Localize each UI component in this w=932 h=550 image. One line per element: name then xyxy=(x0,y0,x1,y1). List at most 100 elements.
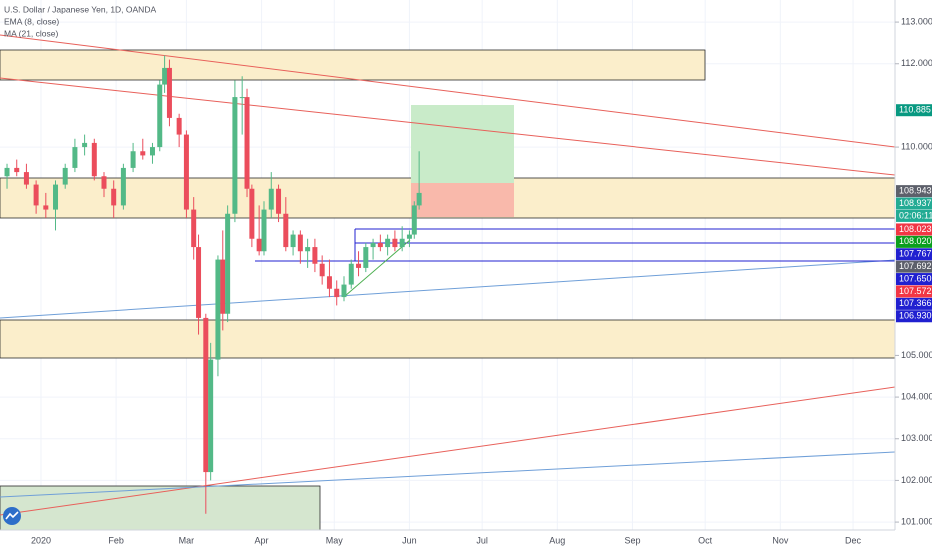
candle-body xyxy=(33,184,39,206)
x-tick-label: Oct xyxy=(698,535,713,545)
candle-body xyxy=(120,167,126,206)
candle-body xyxy=(176,117,182,135)
price-label: 106.930 xyxy=(899,311,932,321)
indicator-label: MA (21, close) xyxy=(4,28,58,38)
candle-body xyxy=(91,142,97,177)
price-label-bg xyxy=(896,310,932,323)
candle-body xyxy=(411,205,417,235)
candle-body xyxy=(14,167,20,173)
x-tick-label: Sep xyxy=(624,535,640,545)
x-tick-label: Jul xyxy=(476,535,488,545)
candle-body xyxy=(196,247,202,318)
price-label: 110.885 xyxy=(899,105,931,115)
y-tick-label: 113.000 xyxy=(901,16,932,26)
candle-body xyxy=(43,205,49,210)
candle-body xyxy=(416,192,422,206)
candle-body xyxy=(225,213,231,314)
candle-body xyxy=(276,188,282,214)
candle-body xyxy=(215,259,221,360)
trend-line xyxy=(0,77,896,176)
candle-body xyxy=(140,151,146,156)
candle-body xyxy=(203,317,209,473)
candle-body xyxy=(183,134,189,210)
price-label-bg xyxy=(896,197,932,210)
candle-body xyxy=(4,167,10,177)
x-tick-label: Apr xyxy=(255,535,269,545)
candle-body xyxy=(341,284,347,298)
demand-zone xyxy=(0,485,321,531)
support-zone xyxy=(0,319,896,359)
trend-line xyxy=(0,451,896,498)
x-tick-label: 2020 xyxy=(31,535,51,545)
candle-body xyxy=(208,359,214,473)
candle-body xyxy=(23,172,29,185)
candle-body xyxy=(334,288,340,298)
countdown: 02:06:11 xyxy=(899,210,932,220)
candle-body xyxy=(370,242,376,248)
candle-body xyxy=(166,67,172,118)
candle-body xyxy=(239,97,245,99)
candle-body xyxy=(406,234,412,239)
candle-body xyxy=(82,142,88,148)
candles xyxy=(4,55,422,514)
candle-body xyxy=(162,67,168,85)
x-tick-label: Dec xyxy=(845,535,862,545)
price-label-bg xyxy=(896,260,932,273)
candle-body xyxy=(130,151,136,168)
candle-body xyxy=(348,263,354,285)
trend-line xyxy=(0,34,896,148)
price-label-bg xyxy=(896,185,932,198)
logo[interactable] xyxy=(3,507,21,525)
candle-body xyxy=(385,238,391,248)
candle-body xyxy=(72,147,78,168)
candle-body xyxy=(268,188,274,210)
y-tick-label: 103.000 xyxy=(901,433,932,443)
candle-body xyxy=(297,234,303,252)
candle-body xyxy=(232,97,238,214)
y-tick-label: 110.000 xyxy=(901,141,932,151)
price-label: 108.023 xyxy=(899,224,932,234)
price-label: 108.937 xyxy=(899,198,932,208)
x-tick-label: Jun xyxy=(402,535,417,545)
candle-body xyxy=(356,263,362,268)
price-label: 107.692 xyxy=(899,261,932,271)
candle-body xyxy=(220,259,226,314)
candle-body xyxy=(249,188,255,239)
candle-body xyxy=(399,238,405,248)
price-label-bg xyxy=(896,223,932,236)
price-label-bg xyxy=(896,248,932,261)
y-tick-label: 105.000 xyxy=(901,350,932,360)
y-tick-label: 112.000 xyxy=(901,58,932,68)
resistance-zone xyxy=(0,49,706,81)
price-label: 108.943 xyxy=(899,186,932,196)
candle-body xyxy=(53,184,59,210)
price-label: 108.020 xyxy=(899,236,932,246)
trend-line xyxy=(344,239,411,297)
candle-body xyxy=(283,213,289,248)
price-label-bg xyxy=(896,235,932,248)
candle-body xyxy=(290,234,296,248)
long-stop xyxy=(411,183,514,217)
y-tick-label: 104.000 xyxy=(901,391,932,401)
x-tick-label: Aug xyxy=(549,535,565,545)
candle-body xyxy=(312,247,318,264)
candle-body xyxy=(377,242,383,248)
candle-body xyxy=(191,209,197,248)
y-tick-label: 101.000 xyxy=(901,516,932,526)
x-tick-label: Nov xyxy=(772,535,789,545)
x-tick-label: May xyxy=(326,535,344,545)
candle-body xyxy=(256,238,262,252)
x-tick-label: Feb xyxy=(108,535,124,545)
x-tick-label: Mar xyxy=(179,535,195,545)
candle-body xyxy=(157,84,163,148)
candle-body xyxy=(305,247,311,252)
candle-body xyxy=(244,97,250,189)
drawings xyxy=(0,34,896,531)
price-label: 107.366 xyxy=(899,298,932,308)
candle-body xyxy=(326,276,332,289)
trend-line xyxy=(0,259,896,319)
axes: 2020 Feb Mar Apr May Jun Jul Aug Sep Oct Nov Dec 113… xyxy=(31,16,932,545)
candle-body xyxy=(319,263,325,277)
